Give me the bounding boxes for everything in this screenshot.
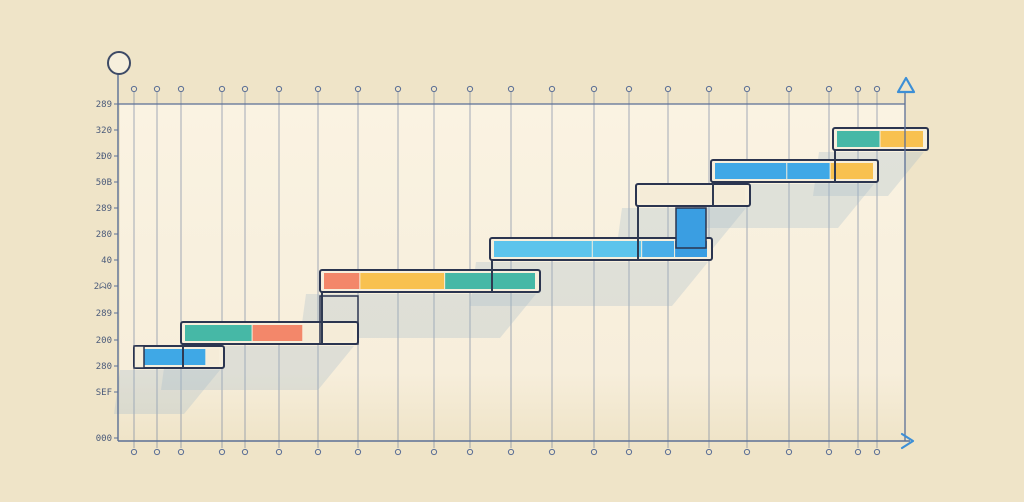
x-tick-marker-top — [466, 85, 474, 93]
bar-segment — [445, 273, 535, 289]
x-tick-marker-bottom — [354, 448, 362, 456]
x-tick-marker-top — [430, 85, 438, 93]
x-tick-marker-top — [785, 85, 793, 93]
y-tick-label: 000 — [96, 434, 112, 444]
bar-shadow — [114, 370, 220, 414]
bar-segment — [206, 349, 219, 365]
x-tick-marker-bottom — [664, 448, 672, 456]
x-tick-marker-bottom — [854, 448, 862, 456]
x-tick-marker-bottom — [130, 448, 138, 456]
x-tick-marker-bottom — [705, 448, 713, 456]
x-tick-marker-bottom — [548, 448, 556, 456]
bar-segment — [787, 163, 830, 179]
x-tick-marker-bottom — [394, 448, 402, 456]
y-tick-label: 280 — [96, 230, 112, 240]
x-tick-marker-top — [507, 85, 515, 93]
y-tick-label: 320 — [96, 126, 112, 136]
x-tick-marker-bottom — [430, 448, 438, 456]
y-tick-label: 50B — [96, 178, 112, 188]
x-tick-marker-top — [743, 85, 751, 93]
bar-segment — [138, 349, 206, 365]
x-tick-marker-bottom — [785, 448, 793, 456]
x-tick-marker-bottom — [314, 448, 322, 456]
bar-segment — [592, 241, 642, 257]
bar-segment — [640, 187, 745, 203]
x-tick-marker-bottom — [275, 448, 283, 456]
y-axis-origin-circle — [107, 51, 131, 75]
bar-segment — [830, 163, 873, 179]
x-tick-marker-top — [354, 85, 362, 93]
y-tick-label: 2ᗣ0 — [94, 282, 112, 292]
x-tick-marker-top — [275, 85, 283, 93]
bar-segment — [324, 273, 360, 289]
y-tick-label: 280 — [96, 362, 112, 372]
y-tick-label: 200 — [96, 336, 112, 346]
bar-segment — [303, 325, 353, 341]
x-tick-marker-bottom — [218, 448, 226, 456]
x-tick-marker-bottom — [590, 448, 598, 456]
x-tick-marker-top — [664, 85, 672, 93]
x-tick-marker-top — [625, 85, 633, 93]
x-tick-marker-top — [241, 85, 249, 93]
x-tick-marker-top — [218, 85, 226, 93]
y-tick-label: 289 — [96, 204, 112, 214]
x-tick-marker-top — [153, 85, 161, 93]
x-tick-marker-top — [705, 85, 713, 93]
y-tick-label: 289 — [96, 100, 112, 110]
x-tick-marker-bottom — [153, 448, 161, 456]
y-tick-label: 289 — [96, 309, 112, 319]
y-tick-label: 40 — [101, 256, 112, 266]
x-axis-arrow-icon — [900, 432, 915, 450]
bar-segment — [185, 325, 252, 341]
x-tick-marker-bottom — [743, 448, 751, 456]
x-tick-marker-bottom — [825, 448, 833, 456]
x-tick-marker-top — [590, 85, 598, 93]
bar-segment — [880, 131, 923, 147]
y-tick-label: SEF — [96, 388, 112, 398]
bar-segment — [675, 207, 707, 249]
x-tick-marker-top — [873, 85, 881, 93]
x-tick-marker-top — [854, 85, 862, 93]
x-tick-marker-bottom — [507, 448, 515, 456]
x-tick-marker-bottom — [466, 448, 474, 456]
x-tick-marker-top — [177, 85, 185, 93]
x-tick-marker-top — [394, 85, 402, 93]
step-cap — [319, 295, 359, 345]
x-tick-marker-top — [825, 85, 833, 93]
y-axis-arrow-icon — [896, 76, 916, 94]
bar-segment — [642, 241, 675, 257]
x-tick-marker-bottom — [625, 448, 633, 456]
x-tick-marker-top — [548, 85, 556, 93]
x-tick-marker-bottom — [241, 448, 249, 456]
x-tick-marker-top — [130, 85, 138, 93]
x-tick-marker-top — [314, 85, 322, 93]
bar-segment — [252, 325, 303, 341]
bar-segment — [360, 273, 445, 289]
bar-segment — [494, 241, 592, 257]
bar-segment — [837, 131, 880, 147]
y-tick-label: 2Đ0 — [96, 152, 112, 162]
step-cap — [133, 345, 145, 369]
x-tick-marker-bottom — [177, 448, 185, 456]
x-tick-marker-bottom — [873, 448, 881, 456]
bar-segment — [715, 163, 787, 179]
